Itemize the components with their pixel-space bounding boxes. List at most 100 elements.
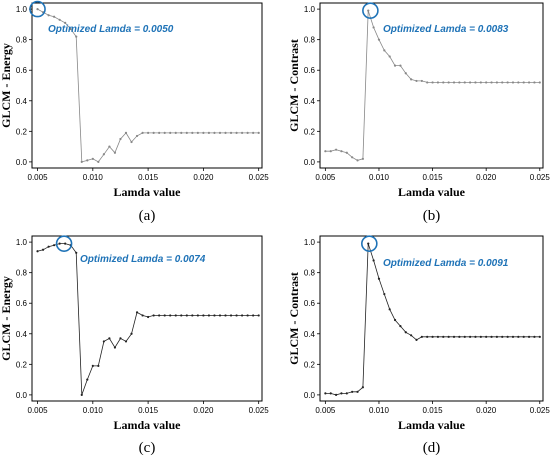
data-point: [334, 148, 338, 151]
data-point: [180, 314, 183, 317]
data-point: [367, 242, 370, 245]
data-point: [340, 150, 343, 153]
optimum-highlight-circle: [362, 2, 379, 19]
y-tick-label: 0.0: [304, 158, 316, 167]
data-point: [431, 81, 434, 84]
x-tick-label: 0.020: [193, 406, 214, 415]
data-point: [158, 131, 161, 134]
panel-caption: (a): [139, 208, 156, 224]
data-point: [130, 140, 133, 144]
data-point: [495, 335, 498, 338]
data-point: [58, 18, 61, 21]
panel-caption: (b): [423, 208, 441, 224]
data-point: [372, 259, 375, 262]
data-point: [538, 335, 541, 338]
data-point: [169, 314, 172, 317]
data-point: [97, 160, 100, 163]
data-point: [257, 131, 260, 134]
data-point: [452, 335, 456, 338]
x-tick-label: 0.025: [530, 173, 550, 182]
data-point: [468, 81, 472, 84]
x-tick-label: 0.020: [476, 173, 497, 182]
data-point: [340, 392, 343, 395]
data-point: [485, 81, 488, 84]
data-point: [240, 314, 244, 317]
data-point: [474, 81, 477, 84]
data-point: [64, 21, 67, 24]
data-point: [527, 81, 531, 84]
data-point: [113, 151, 117, 154]
data-point: [527, 335, 531, 338]
data-point: [47, 14, 50, 17]
y-tick-label: 0.0: [304, 391, 316, 400]
y-tick-label: 0.2: [304, 127, 316, 136]
data-point: [91, 364, 94, 367]
series-line: [37, 243, 259, 396]
x-axis-label: Lamda value: [113, 185, 181, 199]
data-point: [86, 159, 89, 162]
data-point: [86, 378, 89, 381]
data-point: [252, 314, 255, 317]
y-tick-label: 0.4: [16, 97, 28, 106]
data-point: [452, 81, 456, 84]
data-point: [415, 79, 418, 83]
y-tick-label: 0.2: [16, 127, 28, 136]
data-point: [367, 9, 370, 12]
data-point: [124, 340, 128, 343]
data-point: [36, 250, 39, 253]
data-point: [533, 81, 536, 84]
plot-frame: [319, 235, 544, 402]
data-point: [218, 314, 222, 317]
data-point: [485, 335, 488, 338]
data-point: [361, 386, 364, 389]
data-point: [463, 335, 466, 338]
y-tick-label: 0.0: [16, 158, 28, 167]
data-point: [410, 334, 413, 337]
y-tick-label: 0.4: [16, 330, 28, 339]
panel-c: 0.0 0.2 0.4 0.6 0.8 1.0 0.005 0.010 0.015 0.020 0.…: [0, 235, 269, 456]
data-point: [426, 335, 429, 338]
data-point: [404, 72, 407, 75]
data-point: [415, 338, 418, 341]
x-tick-label: 0.025: [530, 406, 550, 415]
optimized-lamda-annotation: Optimized Lamda = 0.0083: [383, 24, 509, 35]
x-tick-label: 0.020: [193, 173, 214, 182]
data-point: [458, 335, 461, 338]
data-point: [345, 392, 348, 395]
x-tick-label: 0.015: [138, 173, 159, 182]
data-point: [147, 131, 150, 134]
data-point: [522, 81, 525, 84]
y-tick-label: 1.0: [16, 5, 28, 14]
data-point: [135, 134, 139, 138]
plot-frame: [319, 2, 544, 169]
data-point: [218, 131, 222, 134]
data-point: [130, 332, 133, 335]
x-tick-label: 0.010: [369, 406, 390, 415]
x-tick-label: 0.010: [83, 406, 104, 415]
data-point: [334, 393, 338, 396]
panel-d: 0.0 0.2 0.4 0.6 0.8 1.0 0.005 0.010 0.015 0.020 0.…: [287, 235, 550, 456]
optimum-highlight-circle: [361, 235, 378, 252]
x-tick-label: 0.015: [138, 406, 159, 415]
data-point: [202, 314, 205, 317]
data-point: [196, 314, 199, 317]
optimum-highlight-circle: [55, 235, 73, 252]
data-point: [75, 251, 78, 254]
data-point: [538, 81, 541, 84]
data-point: [185, 131, 188, 134]
data-point: [442, 81, 445, 84]
data-point: [383, 292, 386, 296]
data-point: [463, 81, 466, 84]
plot-frame: [31, 235, 263, 402]
data-point: [501, 335, 504, 338]
x-tick-label: 0.005: [315, 406, 336, 415]
data-point: [533, 335, 536, 338]
data-point: [36, 8, 39, 11]
y-tick-label: 0.6: [16, 299, 28, 308]
data-point: [240, 131, 244, 134]
data-point: [356, 390, 359, 393]
data-point: [410, 78, 413, 81]
x-tick-label: 0.010: [369, 173, 390, 182]
data-point: [399, 64, 402, 67]
